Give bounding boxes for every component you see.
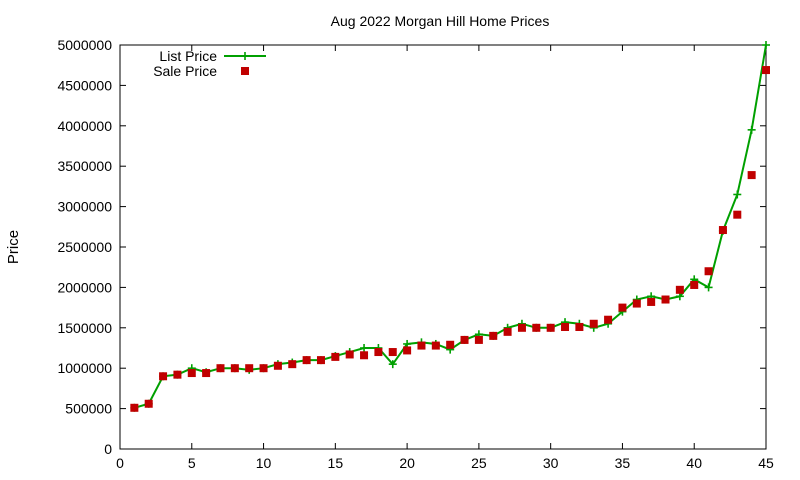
y-tick-label: 4000000 bbox=[57, 118, 112, 134]
data-point bbox=[144, 399, 153, 408]
data-point bbox=[159, 372, 168, 381]
chart-title: Aug 2022 Morgan Hill Home Prices bbox=[331, 13, 550, 29]
series-1 bbox=[130, 66, 770, 412]
y-axis-label: Price bbox=[5, 230, 22, 264]
x-tick-label: 15 bbox=[328, 455, 344, 471]
x-tick-label: 0 bbox=[116, 455, 124, 471]
data-point bbox=[417, 341, 426, 350]
data-point bbox=[517, 323, 526, 332]
x-tick-label: 5 bbox=[188, 455, 196, 471]
data-point bbox=[489, 331, 498, 340]
y-tick-label: 2500000 bbox=[57, 239, 112, 255]
data-point bbox=[259, 364, 268, 373]
data-point bbox=[173, 370, 182, 379]
data-point bbox=[216, 364, 225, 373]
y-tick-label: 1000000 bbox=[57, 360, 112, 376]
data-point bbox=[245, 364, 254, 373]
data-point bbox=[647, 297, 656, 306]
data-point bbox=[345, 350, 354, 359]
data-point bbox=[704, 267, 713, 276]
y-tick-label: 4500000 bbox=[57, 77, 112, 93]
x-tick-label: 45 bbox=[758, 455, 774, 471]
data-point bbox=[288, 360, 297, 369]
data-point bbox=[690, 280, 699, 289]
y-tick-label: 3000000 bbox=[57, 199, 112, 215]
data-point bbox=[675, 285, 684, 294]
series-layer bbox=[130, 41, 770, 412]
x-tick-label: 35 bbox=[615, 455, 631, 471]
data-point bbox=[187, 369, 196, 378]
data-point bbox=[733, 190, 742, 199]
y-tick-label: 1500000 bbox=[57, 320, 112, 336]
data-point bbox=[388, 360, 397, 369]
legend-marker bbox=[241, 67, 249, 75]
data-point bbox=[331, 352, 340, 361]
x-tick-label: 30 bbox=[543, 455, 559, 471]
y-tick-label: 0 bbox=[104, 441, 112, 457]
plot-frame bbox=[119, 44, 767, 450]
data-point bbox=[747, 171, 756, 180]
data-point bbox=[474, 335, 483, 344]
data-point bbox=[273, 361, 282, 370]
data-point bbox=[460, 335, 469, 344]
data-point bbox=[733, 210, 742, 219]
data-point bbox=[561, 322, 570, 331]
data-point bbox=[230, 364, 239, 373]
data-point bbox=[762, 41, 770, 49]
y-tick-label: 500000 bbox=[65, 401, 112, 417]
data-point bbox=[718, 226, 727, 235]
data-point bbox=[532, 323, 541, 332]
data-point bbox=[360, 344, 369, 352]
data-point bbox=[604, 315, 613, 324]
data-point bbox=[661, 295, 670, 304]
x-axis-ticks: 0 5 10 15 20 25 30 35 40 45 bbox=[116, 45, 774, 471]
data-point bbox=[316, 356, 325, 365]
x-tick-label: 20 bbox=[399, 455, 415, 471]
y-tick-label: 5000000 bbox=[57, 37, 112, 53]
data-point bbox=[632, 299, 641, 308]
data-point bbox=[374, 348, 383, 357]
data-point bbox=[575, 322, 584, 331]
data-point bbox=[403, 346, 412, 355]
data-point bbox=[762, 66, 770, 75]
data-point bbox=[130, 403, 139, 412]
data-point bbox=[446, 340, 455, 349]
data-point bbox=[503, 327, 512, 336]
legend-label: List Price bbox=[159, 48, 217, 64]
data-point bbox=[202, 369, 211, 378]
y-tick-label: 2000000 bbox=[57, 279, 112, 295]
y-axis-ticks: 0 500000 1000000 1500000 2000000 2500000 30000… bbox=[57, 37, 766, 457]
data-point bbox=[388, 348, 397, 357]
data-point bbox=[618, 303, 627, 312]
x-tick-label: 10 bbox=[256, 455, 272, 471]
data-point bbox=[431, 341, 440, 350]
data-point bbox=[589, 319, 598, 328]
data-point bbox=[360, 351, 369, 360]
data-point bbox=[704, 283, 713, 292]
data-point bbox=[546, 323, 555, 332]
legend-label: Sale Price bbox=[153, 63, 217, 79]
data-point bbox=[747, 125, 756, 134]
data-point bbox=[302, 356, 311, 365]
y-tick-label: 3500000 bbox=[57, 158, 112, 174]
legend-marker bbox=[241, 52, 249, 60]
x-tick-label: 25 bbox=[471, 455, 487, 471]
series-0 bbox=[130, 41, 770, 412]
x-tick-label: 40 bbox=[686, 455, 702, 471]
